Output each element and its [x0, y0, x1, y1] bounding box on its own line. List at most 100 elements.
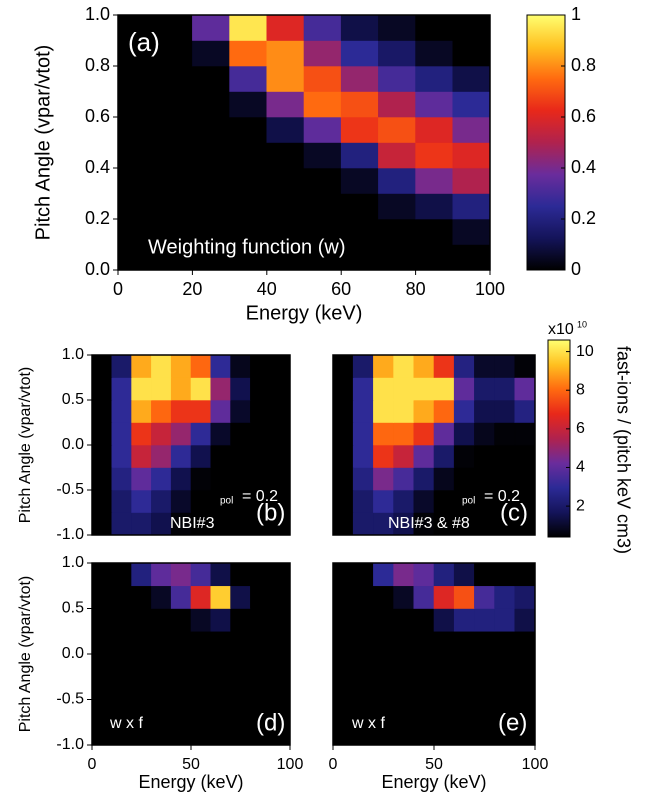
heatmap-cell [250, 422, 271, 446]
heatmap-cell [250, 354, 271, 378]
colorbar [526, 14, 566, 271]
heatmap-cell [393, 630, 415, 655]
heatmap-cell [352, 630, 374, 655]
heatmap-cell [250, 562, 271, 587]
heatmap-cell [514, 676, 536, 700]
heatmap-cell [269, 630, 291, 655]
heatmap-cell [474, 653, 495, 678]
heatmap-cell [452, 65, 491, 92]
heatmap-cell [514, 422, 536, 446]
heatmap-cell [111, 676, 132, 700]
heatmap-cell [433, 676, 455, 700]
heatmap-cell [303, 116, 342, 143]
heatmap-cell [131, 676, 152, 700]
heatmap-cell [433, 562, 455, 587]
heatmap-cell [453, 676, 475, 700]
x-tick-label: 20 [182, 279, 202, 299]
heatmap-cell [378, 244, 416, 271]
heatmap-cell [373, 676, 394, 700]
y-tick-label: 0.6 [85, 106, 110, 126]
heatmap-cell [210, 721, 231, 746]
heatmap-cell [131, 444, 152, 468]
heatmap-cell [190, 467, 212, 491]
heatmap-cell [111, 585, 132, 609]
heatmap-cell [192, 65, 230, 92]
heatmap-cell [373, 422, 394, 446]
heatmap-cell [190, 377, 212, 401]
y-tick-label: -0.5 [56, 481, 84, 498]
y-tick-label: 0.0 [62, 645, 84, 662]
heatmap-cell [154, 142, 193, 169]
heatmap-cell [266, 40, 305, 67]
colorbar-label: fast-ions / (pitch keV cm3) [613, 346, 633, 554]
heatmap-cell [91, 676, 113, 700]
heatmap-cell [415, 40, 454, 67]
heatmap-cell [340, 65, 379, 92]
heatmap-cell [131, 467, 152, 491]
heatmap-cell [111, 630, 132, 655]
heatmap-cell [433, 467, 455, 491]
heatmap-cell [514, 399, 536, 423]
y-tick-label: -1.0 [56, 526, 84, 543]
heatmap-cell [266, 167, 305, 194]
heatmap-cell [474, 721, 495, 746]
heatmap-cell [413, 467, 435, 491]
heatmap-cell [413, 721, 435, 746]
heatmap-cell [151, 721, 172, 746]
heatmap-cell [210, 585, 231, 609]
heatmap-cell [415, 244, 454, 271]
heatmap-cell [373, 562, 394, 587]
heatmap-cell [332, 585, 354, 609]
heatmap-cell [453, 608, 475, 632]
heatmap-cell [514, 562, 536, 587]
heatmap-cell [303, 193, 342, 220]
heatmap-cell [170, 630, 192, 655]
panel-note: w x f [351, 715, 385, 732]
colorbar-tick-label: 8 [576, 381, 585, 398]
heatmap-cell [433, 585, 455, 609]
heatmap-cell [210, 630, 231, 655]
heatmap-cell [190, 630, 212, 655]
heatmap-cell [190, 676, 212, 700]
heatmap-cell [269, 585, 291, 609]
heatmap-cell [192, 14, 230, 41]
heatmap-cell [170, 653, 192, 678]
x-tick-label: 60 [331, 279, 351, 299]
heatmap-cell [433, 489, 455, 513]
y-axis-label: Pitch Angle (vpar/vtot) [17, 367, 34, 524]
heatmap-cell [117, 167, 156, 194]
colorbar-tick-label: 0.8 [571, 55, 596, 75]
heatmap-cell [131, 585, 152, 609]
heatmap-cell [210, 676, 231, 700]
heatmap-cell [453, 562, 475, 587]
heatmap-cell [229, 167, 268, 194]
heatmap-cell [433, 399, 455, 423]
heatmap-cell [474, 585, 495, 609]
heatmap-cell [230, 354, 251, 378]
y-tick-label: 1.0 [62, 346, 84, 363]
heatmap-cell [250, 585, 271, 609]
heatmap-cell [303, 91, 342, 118]
heatmap-cell [111, 608, 132, 632]
heatmap-cell [393, 676, 415, 700]
heatmap-cell [494, 608, 516, 632]
y-tick-label: 1.0 [85, 4, 110, 24]
panel-note: w x f [109, 715, 143, 732]
heatmap-cell [190, 585, 212, 609]
heatmap-cell [393, 562, 415, 587]
heatmap-cell [210, 422, 231, 446]
heatmap-cell [393, 422, 415, 446]
heatmap-cell [117, 244, 156, 271]
heatmap-cell [352, 585, 374, 609]
heatmap-cell [474, 354, 495, 378]
heatmap-cell [415, 14, 454, 41]
heatmap-cell [91, 467, 113, 491]
heatmap-cell [433, 444, 455, 468]
heatmap-cell [250, 608, 271, 632]
heatmap-cell [373, 377, 394, 401]
heatmap-cell [303, 14, 342, 41]
heatmap-cell [250, 444, 271, 468]
heatmap-cell [250, 377, 271, 401]
heatmap-cell [170, 354, 192, 378]
panel-note: Weighting function (w) [148, 236, 346, 258]
